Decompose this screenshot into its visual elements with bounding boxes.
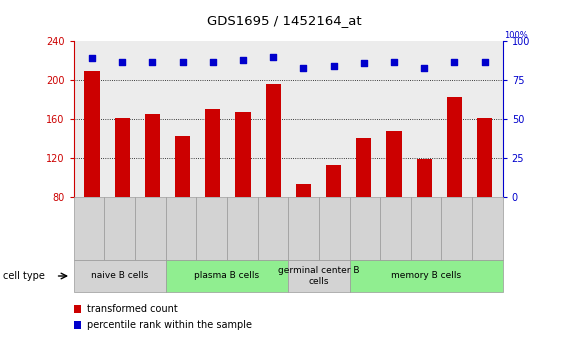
Bar xyxy=(227,197,258,260)
Bar xyxy=(105,197,135,260)
Bar xyxy=(477,118,492,197)
Bar xyxy=(266,84,281,197)
Bar xyxy=(74,260,166,292)
Point xyxy=(420,65,429,71)
Text: memory B cells: memory B cells xyxy=(391,272,461,280)
Bar xyxy=(115,118,130,197)
Bar xyxy=(74,321,81,329)
Bar xyxy=(349,197,380,260)
Bar xyxy=(326,165,341,197)
Point xyxy=(329,63,338,69)
Bar xyxy=(411,197,441,260)
Bar xyxy=(416,159,432,197)
Text: percentile rank within the sample: percentile rank within the sample xyxy=(87,320,252,330)
Bar xyxy=(296,184,311,197)
Bar xyxy=(349,260,503,292)
Bar xyxy=(386,131,402,197)
Point xyxy=(239,57,248,63)
Bar xyxy=(74,305,81,313)
Text: germinal center B
cells: germinal center B cells xyxy=(278,266,360,286)
Text: GDS1695 / 1452164_at: GDS1695 / 1452164_at xyxy=(207,14,361,27)
Bar xyxy=(235,112,250,197)
Text: naive B cells: naive B cells xyxy=(91,272,148,280)
Bar xyxy=(441,197,472,260)
Bar xyxy=(74,197,105,260)
Point xyxy=(118,59,127,64)
Point xyxy=(208,59,218,64)
Bar xyxy=(175,136,190,197)
Bar xyxy=(197,197,227,260)
Bar xyxy=(166,197,197,260)
Point xyxy=(299,65,308,71)
Bar xyxy=(289,260,349,292)
Point xyxy=(269,54,278,60)
Text: 100%: 100% xyxy=(504,31,528,40)
Text: plasma B cells: plasma B cells xyxy=(194,272,260,280)
Point xyxy=(450,59,459,64)
Point xyxy=(148,59,157,64)
Bar xyxy=(447,97,462,197)
Bar xyxy=(166,260,289,292)
Bar xyxy=(205,109,220,197)
Bar xyxy=(258,197,288,260)
Bar xyxy=(135,197,166,260)
Bar xyxy=(289,197,319,260)
Point xyxy=(390,59,399,64)
Bar xyxy=(319,197,349,260)
Text: transformed count: transformed count xyxy=(87,304,178,314)
Bar xyxy=(380,197,411,260)
Bar xyxy=(85,70,99,197)
Bar xyxy=(356,138,371,197)
Point xyxy=(178,59,187,64)
Point xyxy=(359,60,368,66)
Point xyxy=(87,56,97,61)
Bar xyxy=(145,114,160,197)
Text: cell type: cell type xyxy=(3,271,45,281)
Bar xyxy=(472,197,503,260)
Point xyxy=(480,59,489,64)
